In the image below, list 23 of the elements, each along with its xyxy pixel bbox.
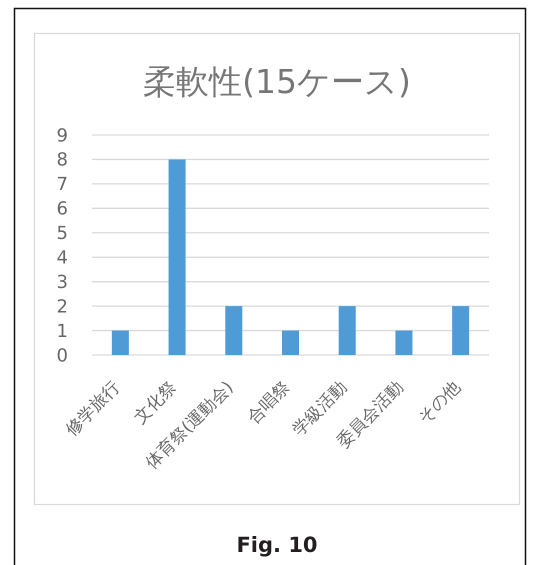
y-tick-label: 7 bbox=[56, 174, 68, 196]
y-tick-label: 3 bbox=[56, 272, 68, 293]
y-tick-label: 9 bbox=[56, 125, 68, 146]
chart-title: 柔軟性(15ケース) bbox=[143, 62, 411, 101]
y-tick-label: 5 bbox=[56, 223, 68, 244]
caption: Fig. 10 bbox=[236, 533, 318, 557]
y-tick-label: 8 bbox=[56, 150, 68, 171]
bar bbox=[395, 330, 412, 355]
x-tick-label: 文化祭 bbox=[130, 378, 181, 428]
bar bbox=[452, 306, 470, 355]
y-tick-label: 4 bbox=[56, 248, 68, 269]
x-tick-label: 修学旅行 bbox=[62, 378, 124, 440]
y-tick-label: 0 bbox=[56, 345, 68, 366]
y-tick-label: 1 bbox=[56, 320, 68, 342]
bar bbox=[168, 159, 186, 355]
bar bbox=[112, 330, 129, 355]
x-tick-label: 合唱祭 bbox=[244, 378, 294, 428]
y-tick-label: 6 bbox=[56, 198, 68, 220]
bar bbox=[338, 306, 356, 355]
y-tick-label: 2 bbox=[56, 296, 68, 318]
x-tick-label: その他 bbox=[414, 378, 464, 428]
bar bbox=[225, 306, 242, 355]
bar bbox=[282, 330, 300, 355]
